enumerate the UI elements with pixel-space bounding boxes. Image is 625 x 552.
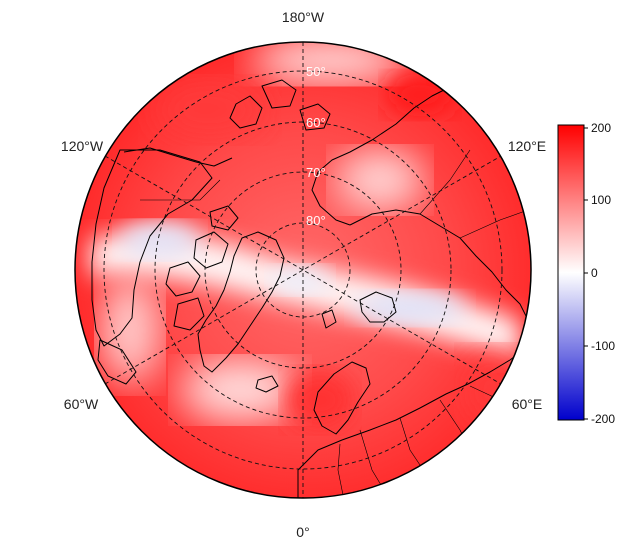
colorbar-tick-neg200: -200 [591, 412, 615, 426]
colorbar: 200 100 0 -100 -200 [557, 121, 615, 426]
colorbar-tick-0: 0 [591, 266, 598, 280]
lon-label-120e: 120°E [508, 138, 546, 154]
colorbar-tick-100: 100 [591, 193, 611, 207]
lon-label-60w: 60°W [64, 396, 99, 412]
lon-label-60e: 60°E [512, 396, 543, 412]
map-boundary [74, 41, 532, 499]
graticule [103, 42, 503, 498]
lat-label-60: 60° [306, 115, 326, 130]
lon-label-180w: 180°W [282, 9, 325, 25]
lat-label-80: 80° [306, 213, 326, 228]
lon-label-120w: 120°W [61, 138, 104, 154]
colorbar-tick-neg100: -100 [591, 339, 615, 353]
lon-label-0: 0° [296, 524, 309, 540]
lat-label-70: 70° [306, 165, 326, 180]
lat-label-50: 50° [306, 64, 326, 79]
colorbar-gradient [557, 124, 585, 421]
colorbar-tick-200: 200 [591, 121, 611, 135]
